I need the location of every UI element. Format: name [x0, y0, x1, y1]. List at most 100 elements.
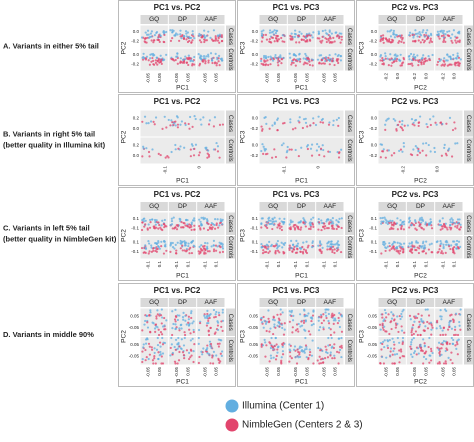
- point: [311, 64, 314, 67]
- point: [274, 36, 278, 40]
- point: [176, 318, 180, 322]
- point: [400, 227, 403, 231]
- point: [187, 54, 190, 57]
- y-tick-label: 0.05: [249, 314, 258, 319]
- point: [321, 361, 325, 364]
- point: [278, 217, 281, 220]
- point: [331, 312, 334, 315]
- point: [216, 145, 220, 148]
- point: [424, 221, 427, 224]
- point: [328, 343, 332, 347]
- point: [416, 35, 419, 38]
- point: [212, 125, 216, 128]
- point: [183, 333, 187, 337]
- point: [454, 39, 457, 42]
- point: [199, 247, 202, 250]
- point: [289, 118, 292, 121]
- point: [408, 216, 411, 219]
- facet-strip: [197, 202, 225, 211]
- facet-label: AAF: [205, 203, 218, 210]
- point: [210, 38, 214, 41]
- point: [148, 218, 152, 222]
- facet-strip: [406, 15, 435, 24]
- point: [144, 246, 147, 250]
- point: [208, 316, 211, 320]
- point: [340, 330, 344, 333]
- point: [425, 154, 428, 157]
- point: [190, 354, 193, 357]
- point: [272, 348, 275, 351]
- point: [400, 224, 403, 228]
- point: [217, 357, 220, 360]
- point: [260, 217, 263, 220]
- point: [265, 243, 268, 246]
- point: [302, 57, 305, 60]
- cell: [435, 336, 463, 365]
- facet-strip: [140, 202, 168, 211]
- point: [424, 223, 427, 226]
- point: [298, 57, 301, 60]
- point: [160, 322, 163, 325]
- point: [328, 63, 331, 66]
- point: [459, 245, 462, 249]
- point: [430, 324, 433, 327]
- point: [155, 325, 158, 328]
- point: [206, 312, 209, 316]
- point: [444, 308, 447, 311]
- point: [148, 36, 151, 39]
- point: [338, 337, 341, 340]
- facet-strip: [259, 15, 287, 24]
- point: [396, 228, 399, 231]
- point: [144, 319, 147, 323]
- point: [272, 223, 275, 226]
- y-axis-label: PC2: [121, 130, 128, 143]
- point: [151, 321, 154, 324]
- point: [269, 63, 272, 66]
- stratum-label: Controls: [465, 139, 471, 161]
- point: [147, 59, 150, 62]
- point: [175, 315, 178, 319]
- point: [151, 218, 154, 221]
- point: [426, 327, 430, 330]
- cell: [316, 25, 344, 48]
- stratum-strip: [345, 48, 354, 71]
- point: [441, 217, 444, 220]
- point: [442, 225, 445, 228]
- point: [208, 119, 211, 122]
- point: [431, 251, 434, 254]
- point: [380, 355, 384, 358]
- point: [413, 350, 417, 353]
- point: [198, 321, 202, 325]
- facet-label: DP: [416, 203, 425, 210]
- point: [395, 324, 398, 327]
- point: [217, 345, 221, 348]
- point: [144, 37, 147, 40]
- point: [454, 127, 457, 130]
- point: [321, 29, 324, 33]
- point: [381, 322, 384, 325]
- point: [401, 310, 404, 313]
- point: [260, 222, 263, 226]
- point: [142, 346, 145, 349]
- point: [216, 342, 219, 345]
- point: [177, 336, 180, 340]
- point: [207, 53, 210, 56]
- point: [391, 362, 394, 365]
- point: [157, 351, 160, 354]
- point: [339, 250, 343, 254]
- point: [174, 348, 177, 351]
- point: [446, 328, 450, 331]
- point: [177, 343, 180, 346]
- point: [450, 313, 453, 316]
- point: [328, 30, 331, 33]
- point: [442, 36, 445, 39]
- cell: [378, 48, 406, 71]
- point: [273, 344, 276, 348]
- point: [409, 345, 412, 348]
- point: [150, 60, 153, 63]
- y-tick-label: 0.0: [252, 142, 259, 147]
- stratum-strip: [226, 137, 235, 164]
- point: [419, 333, 422, 337]
- point: [413, 119, 417, 122]
- point: [418, 225, 421, 228]
